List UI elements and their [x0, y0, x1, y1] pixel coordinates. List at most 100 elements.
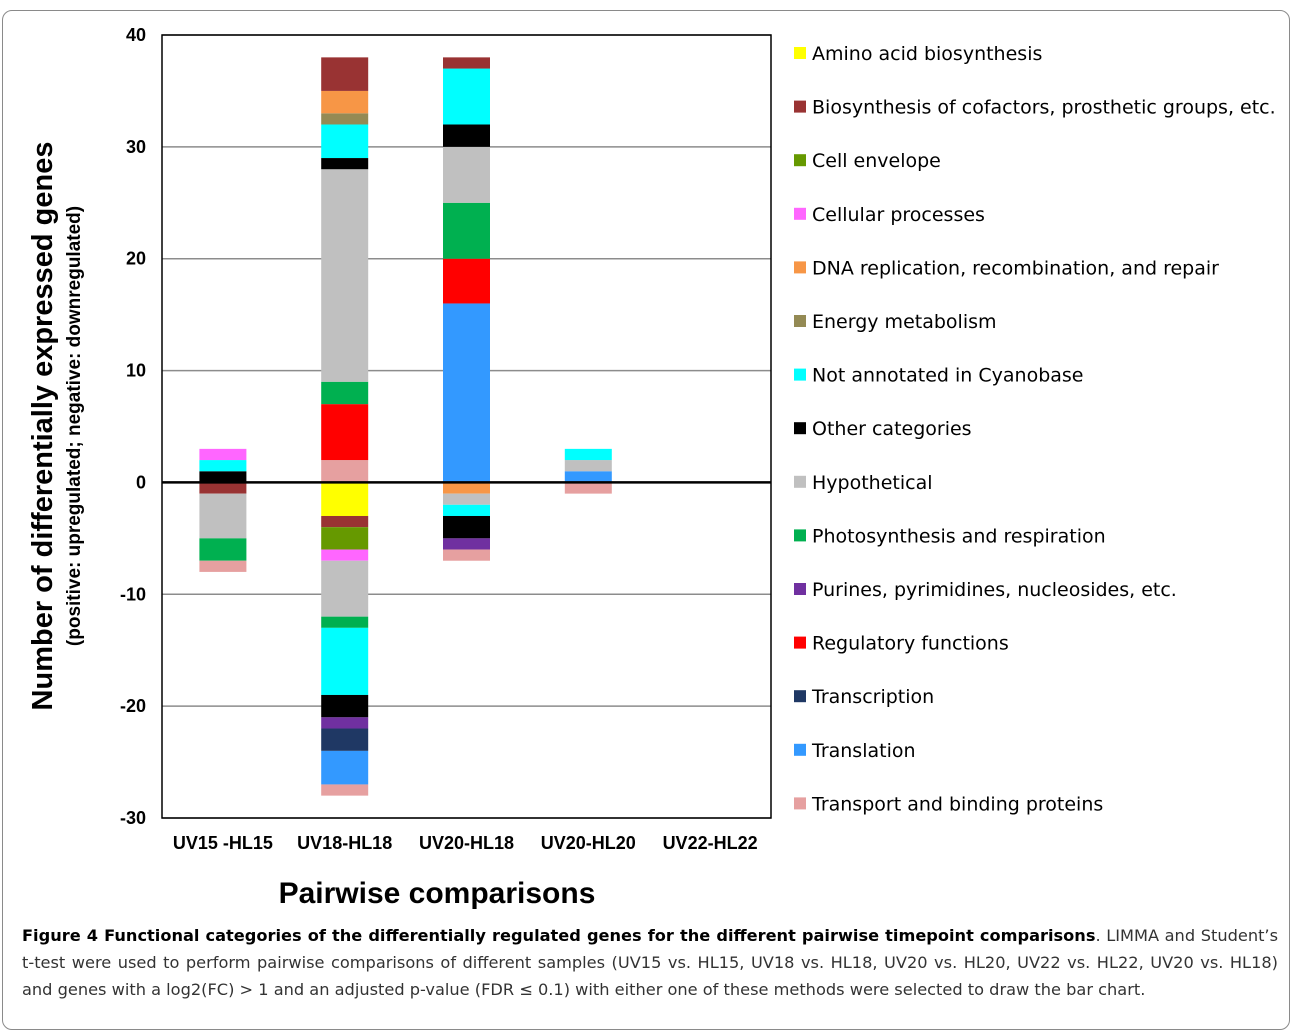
y-axis-subtitle: (positive: upregulated; negative: downre… [64, 206, 85, 646]
bar-segment [443, 57, 490, 69]
bar-segment [321, 57, 369, 91]
legend-swatch [794, 583, 806, 595]
legend-swatch [794, 422, 806, 435]
y-tick-label: -10 [120, 584, 146, 604]
x-category-label: UV20-HL18 [419, 833, 514, 853]
legend-swatch [794, 368, 806, 381]
legend-label: Cellular processes [812, 204, 985, 226]
legend-swatch [794, 261, 806, 274]
y-tick-label: 0 [136, 472, 146, 492]
bar-segment [321, 560, 369, 617]
x-axis-title: Pairwise comparisons [279, 877, 596, 910]
plot-area-border [161, 34, 772, 819]
y-tick-label: 40 [126, 25, 146, 45]
bar-segment [321, 515, 369, 528]
legend-label: Regulatory functions [812, 633, 1009, 655]
caption-text: . LIMMA and Student’s t-test were used t… [22, 926, 1279, 999]
bar-segment [199, 460, 247, 472]
x-category-label: UV15 -HL15 [173, 833, 273, 853]
legend-label: Photosynthesis and respiration [812, 525, 1106, 547]
figure-caption: Figure 4 Functional categories of the di… [22, 922, 1278, 1003]
y-tick-label: 20 [126, 249, 146, 269]
bar-segment [321, 549, 369, 561]
bar-segment [443, 549, 490, 561]
y-tick-label: -20 [120, 696, 146, 716]
bar-segment [321, 694, 369, 718]
legend-swatch [794, 690, 806, 703]
legend-label: Hypothetical [812, 472, 933, 494]
bar-segment [443, 504, 490, 516]
x-category-label: UV20-HL20 [541, 833, 636, 853]
legend-label: Energy metabolism [812, 311, 997, 333]
legend-label: Biosynthesis of cofactors, prosthetic gr… [812, 97, 1276, 119]
legend-swatch [794, 315, 806, 327]
bar-segment [321, 158, 369, 170]
legend-swatch [794, 797, 806, 810]
legend-label: Translation [811, 740, 916, 762]
bar-segment [199, 538, 247, 561]
legend-swatch [794, 743, 806, 756]
legend-swatch [794, 636, 806, 649]
bar-segment [321, 169, 369, 382]
legend-label: DNA replication, recombination, and repa… [812, 257, 1219, 279]
legend-label: Cell envelope [812, 150, 941, 172]
bar-segment [564, 482, 612, 494]
bar-segment [443, 493, 490, 505]
bar-segment [321, 627, 369, 695]
legend-label: Other categories [812, 418, 972, 440]
bar-segment [199, 493, 247, 539]
bar-segment [564, 448, 612, 461]
legend-swatch [794, 154, 806, 167]
bar-segment [321, 113, 369, 125]
caption-title: Figure 4 Functional categories of the di… [22, 926, 1096, 945]
bar-segment [443, 124, 490, 147]
legend-label: Not annotated in Cyanobase [812, 365, 1083, 387]
bar-segment [321, 90, 369, 114]
bar-segment [443, 538, 490, 550]
bar-segment [321, 717, 369, 729]
bar-segment [321, 460, 369, 483]
y-tick-label: 30 [126, 137, 146, 157]
legend-label: Transport and binding proteins [811, 793, 1103, 815]
legend-swatch [794, 475, 806, 488]
bar-segment [564, 460, 612, 472]
bar-segment [199, 560, 247, 572]
bar-segment [443, 146, 490, 203]
bar-segment [321, 527, 369, 550]
legend-swatch [794, 100, 806, 113]
bar-segment [443, 515, 490, 539]
x-category-labels: UV15 -HL15 UV18-HL18 UV20-HL18 UV20-HL20 UV2… [173, 833, 758, 853]
bar-segment [321, 784, 369, 796]
legend: Amino acid biosynthesis Biosynthesis of c… [794, 43, 1276, 815]
x-category-label: UV22-HL22 [663, 833, 758, 853]
bar-segment [321, 381, 369, 405]
legend-swatch [794, 207, 806, 220]
y-tick-labels: 40 30 20 10 0 -10 -20 -30 [120, 25, 146, 828]
y-axis-title: Number of differentially expressed genes [27, 142, 59, 711]
bar-segment [321, 124, 369, 159]
bar-segment [321, 482, 369, 516]
bar-segment [199, 448, 247, 461]
bar-segment [564, 471, 612, 483]
y-tick-label: -30 [120, 808, 146, 828]
bar-segment [443, 303, 490, 483]
legend-label: Amino acid biosynthesis [812, 43, 1042, 65]
bars [199, 57, 612, 796]
bar-segment [199, 482, 247, 494]
bar-segment [199, 471, 247, 483]
bar-segment [443, 482, 490, 494]
legend-label: Transcription [811, 686, 934, 708]
bar-segment [443, 68, 490, 125]
legend-swatch [794, 529, 806, 542]
axes [161, 34, 772, 819]
bar-segment [321, 750, 369, 785]
bar-segment [443, 202, 490, 259]
y-tick-label: 10 [126, 361, 146, 381]
legend-label: Purines, pyrimidines, nucleosides, etc. [812, 579, 1177, 601]
bar-segment [321, 616, 369, 628]
legend-swatch [794, 47, 806, 59]
bar-segment [321, 728, 369, 751]
bar-segment [443, 258, 490, 304]
bar-segment [321, 404, 369, 461]
